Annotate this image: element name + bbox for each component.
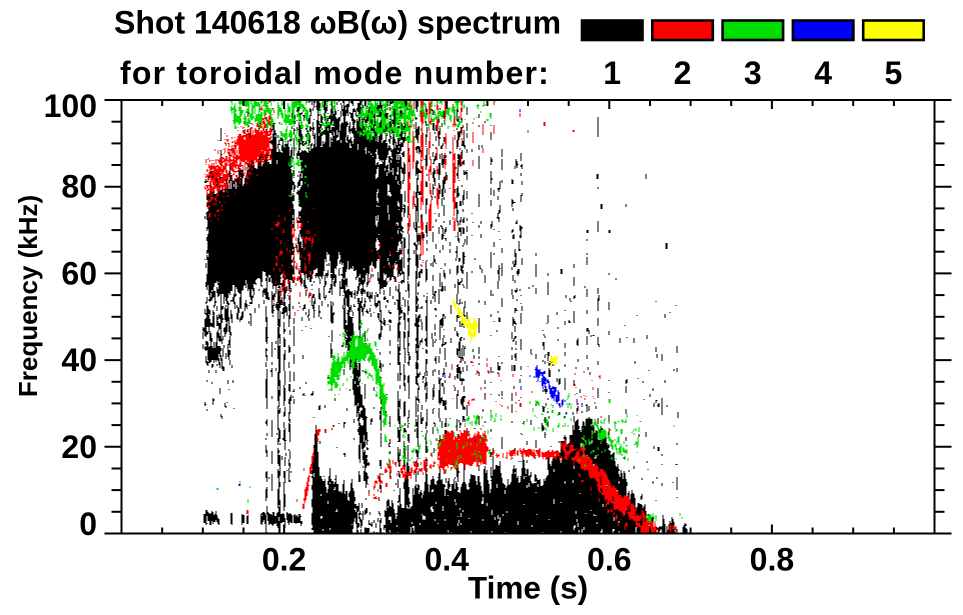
svg-text:100: 100 (44, 88, 97, 124)
svg-text:Time (s): Time (s) (468, 570, 588, 606)
svg-text:0: 0 (79, 506, 97, 542)
svg-text:0.6: 0.6 (587, 542, 631, 578)
svg-text:for toroidal mode number:: for toroidal mode number: (120, 55, 550, 91)
svg-text:4: 4 (814, 55, 832, 91)
svg-text:80: 80 (61, 169, 97, 205)
svg-text:1: 1 (603, 55, 621, 91)
svg-text:0.4: 0.4 (424, 542, 469, 578)
svg-text:3: 3 (744, 55, 762, 91)
svg-text:0.2: 0.2 (262, 542, 306, 578)
svg-text:5: 5 (885, 55, 903, 91)
svg-text:Frequency (kHz): Frequency (kHz) (13, 195, 43, 397)
svg-text:2: 2 (674, 55, 692, 91)
svg-text:40: 40 (61, 342, 97, 378)
svg-text:Shot 140618 ωB(ω) spectrum: Shot 140618 ωB(ω) spectrum (114, 5, 561, 41)
svg-text:60: 60 (61, 255, 97, 291)
svg-text:20: 20 (61, 429, 97, 465)
svg-text:0.8: 0.8 (750, 542, 794, 578)
